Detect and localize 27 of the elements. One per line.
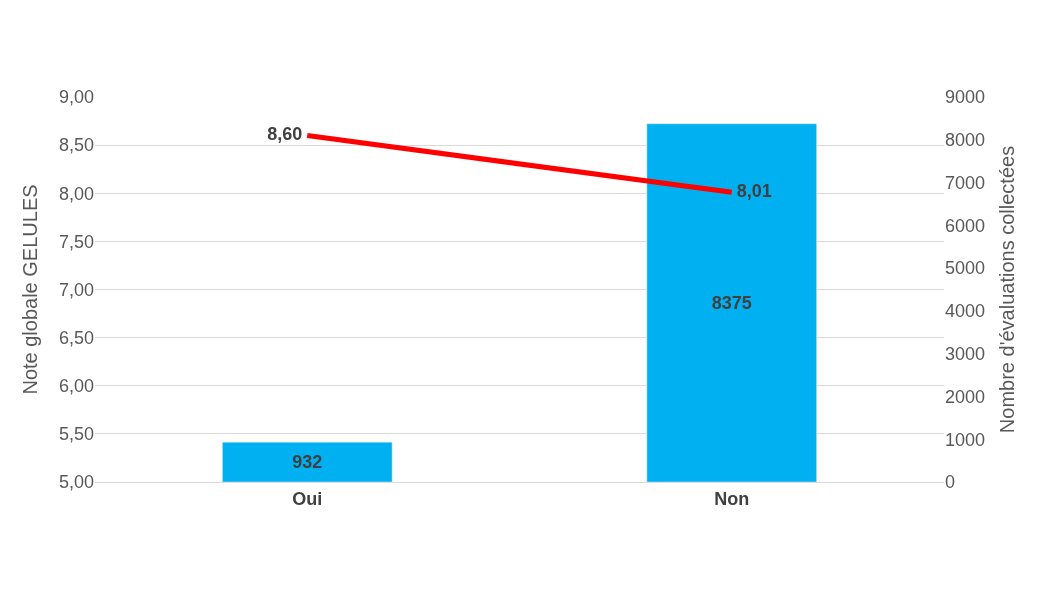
- y2-tick-label: 2000: [945, 386, 986, 407]
- x-tick-label: Non: [714, 488, 750, 509]
- y2-tick-label: 0: [945, 472, 956, 493]
- y-tick-label: 7,00: [58, 279, 94, 300]
- data-label: 932: [292, 452, 323, 473]
- y-tick-label: 7,50: [58, 231, 94, 252]
- y2-tick-label: 7000: [945, 172, 986, 193]
- data-label: 8,01: [731, 180, 777, 201]
- y2-tick-label: 8000: [945, 130, 986, 151]
- y2-tick-label: 3000: [945, 343, 986, 364]
- x-tick-label: Oui: [292, 488, 323, 509]
- y-tick-label: 9,00: [58, 87, 94, 108]
- y-tick-label: 5,50: [58, 424, 94, 445]
- y-tick-label: 8,50: [58, 135, 94, 156]
- y-tick-label: 5,00: [58, 472, 94, 493]
- y-axis-title: Note globale GELULES: [19, 184, 42, 395]
- y-tick-label: 6,50: [58, 327, 94, 348]
- y2-tick-label: 6000: [945, 215, 986, 236]
- data-label: 8375: [711, 292, 752, 313]
- y2-tick-label: 4000: [945, 301, 986, 322]
- y2-tick-label: 1000: [945, 429, 986, 450]
- y2-axis-title: Nombre d'évaluations collectées: [995, 145, 1018, 434]
- y-tick-label: 8,00: [58, 183, 94, 204]
- y2-tick-label: 9000: [945, 87, 986, 108]
- y-tick-label: 6,00: [58, 376, 94, 397]
- y2-tick-label: 5000: [945, 258, 986, 279]
- data-label: 8,60: [262, 124, 308, 144]
